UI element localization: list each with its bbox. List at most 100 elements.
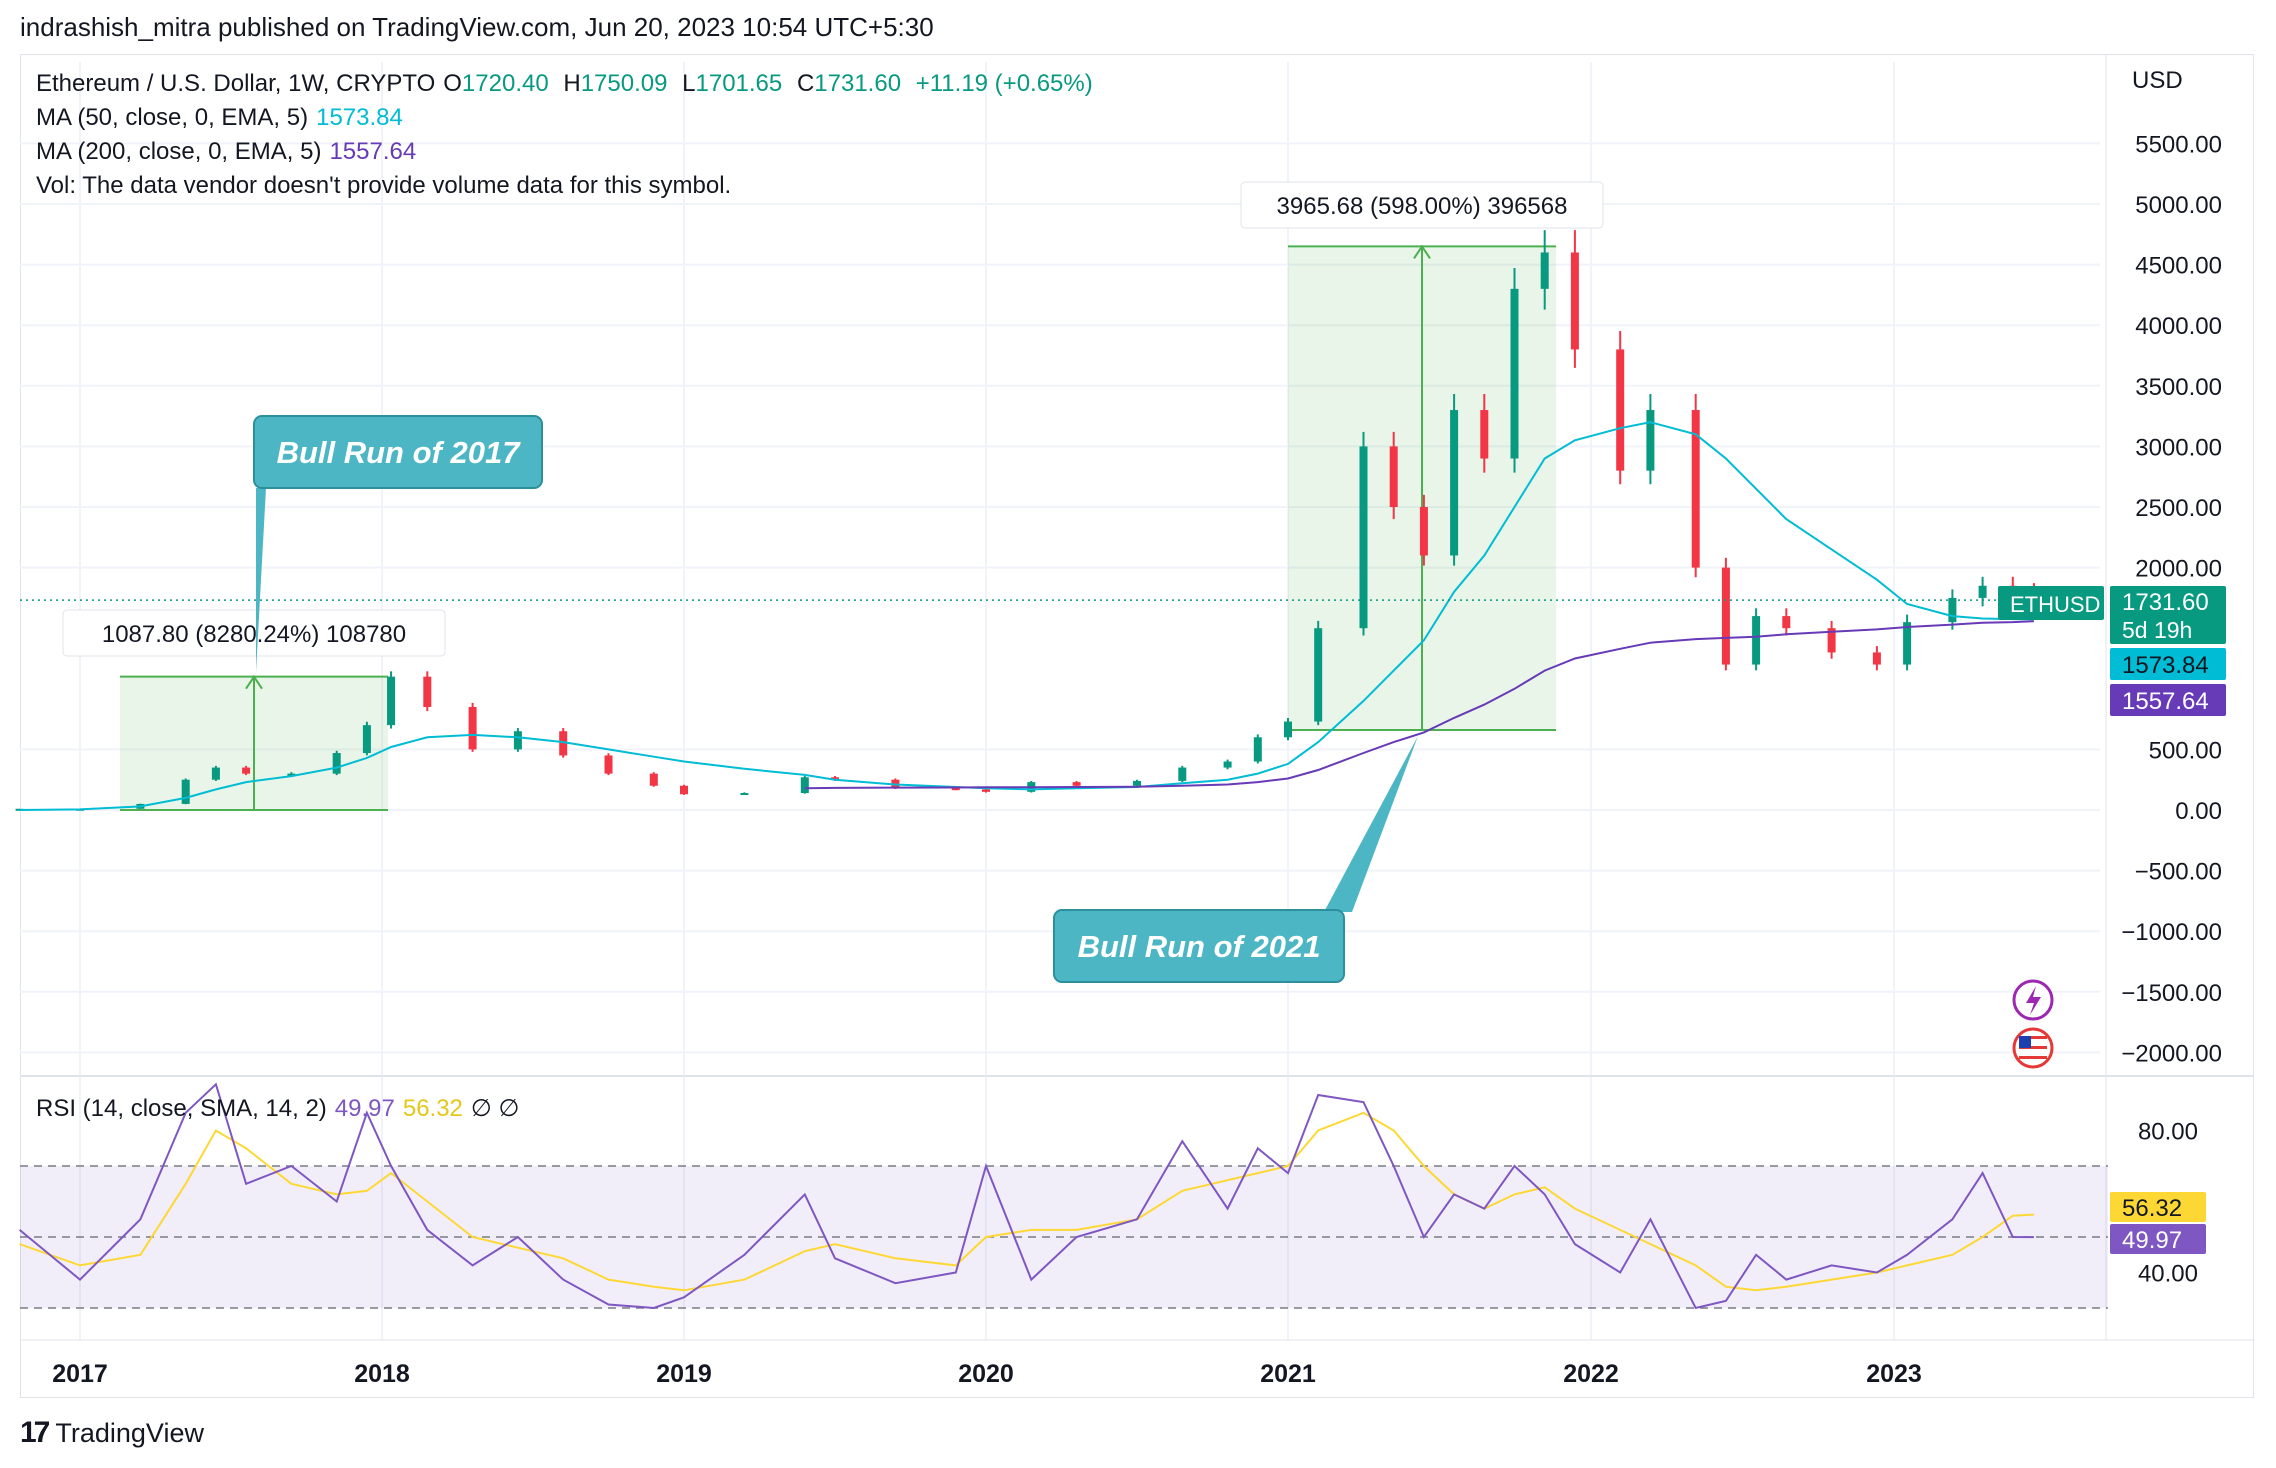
open-label: O: [443, 70, 462, 97]
rsi-axis-label: 40.00: [2138, 1261, 2198, 1288]
price-axis-label: 0.00: [2175, 798, 2222, 825]
candle-body: [1450, 410, 1459, 556]
ma200-badge: 1557.64: [2122, 688, 2209, 715]
volume-text: Vol: The data vendor doesn't provide vol…: [36, 172, 732, 199]
measure-label-2017: 1087.80 (8280.24%) 108780: [102, 621, 406, 648]
symbol-title[interactable]: Ethereum / U.S. Dollar, 1W, CRYPTO: [36, 70, 436, 97]
price-axis-label: 5500.00: [2135, 131, 2222, 158]
time-axis-label: 2017: [52, 1360, 108, 1388]
flag-stripe: [2019, 1041, 2047, 1044]
measure-arrowhead-2017: [245, 674, 263, 690]
rsi-axis-label: 80.00: [2138, 1119, 2198, 1146]
time-axis-label: 2018: [354, 1360, 410, 1388]
candle-body: [831, 777, 839, 780]
price-axis-label: −1500.00: [2121, 980, 2222, 1007]
time-axis-label: 2022: [1563, 1360, 1619, 1388]
flag-stripe: [2019, 1036, 2047, 1039]
countdown-badge: 5d 19h: [2122, 617, 2192, 643]
ma50-value: 1573.84: [316, 104, 403, 131]
open-value: 1720.40: [461, 70, 549, 97]
published-by-line: indrashish_mitra published on TradingVie…: [20, 12, 934, 42]
callout-box-2021: [1053, 909, 1345, 983]
flag-stripe: [2019, 1046, 2047, 1049]
price-axis-label: 2000.00: [2135, 556, 2222, 583]
candle-body: [1782, 616, 1791, 629]
callout-text-2021[interactable]: Bull Run of 2021: [1078, 929, 1321, 964]
footer-brand[interactable]: TradingView: [55, 1417, 204, 1448]
candle-body: [332, 753, 341, 774]
ma200-badge-bg: [2110, 684, 2226, 716]
candle-body: [982, 789, 990, 792]
low-value: 1701.65: [695, 70, 783, 97]
rsi-badge: 49.97: [2122, 1227, 2182, 1254]
price-axis-label: 4000.00: [2135, 313, 2222, 340]
price-axis-label: 2500.00: [2135, 495, 2222, 522]
candle-body: [1284, 721, 1292, 738]
measure-label-2017-bg: [62, 609, 446, 657]
price-axis-label: −2000.00: [2121, 1040, 2222, 1067]
change-value: +11.19 (+0.65%): [915, 70, 1093, 97]
candle-body: [559, 731, 568, 756]
price-axis-label: 5000.00: [2135, 192, 2222, 219]
candle-body: [1253, 737, 1262, 762]
high-value: 1750.09: [580, 70, 668, 97]
ticker-badge: ETHUSD: [2010, 592, 2100, 617]
flag-canton: [2019, 1036, 2031, 1048]
candle-body: [680, 785, 688, 795]
rsi-legend-value: 49.97: [334, 1095, 395, 1122]
ma50-legend[interactable]: MA (50, close, 0, EMA, 5) 1573.84: [36, 104, 411, 132]
close-value: 1731.60: [814, 70, 902, 97]
price-axis-currency[interactable]: USD: [2132, 67, 2183, 94]
candle-body: [1721, 567, 1730, 665]
symbol-legend: Ethereum / U.S. Dollar, 1W, CRYPTO O1720.…: [36, 70, 1101, 98]
rsi-sma-line: [19, 1111, 2034, 1292]
candle-body: [181, 779, 190, 804]
rsi-legend[interactable]: RSI (14, close, SMA, 14, 2) 49.97 56.32 ∅ ∅: [36, 1094, 527, 1123]
volume-legend[interactable]: Vol: The data vendor doesn't provide vol…: [36, 172, 739, 200]
candle-body: [362, 725, 371, 754]
callout-box-2017: [253, 415, 543, 489]
rsi-sma-legend-value: 56.32: [402, 1095, 463, 1122]
candle-body: [1903, 622, 1912, 665]
candle-body: [423, 676, 432, 707]
lightning-glyph-icon: [2026, 986, 2041, 1015]
callout-text-2017[interactable]: Bull Run of 2017: [277, 435, 522, 470]
candle-body: [287, 773, 296, 776]
ma200-legend[interactable]: MA (200, close, 0, EMA, 5) 1557.64: [36, 138, 424, 166]
price-axis-label: −500.00: [2135, 859, 2222, 886]
candle-body: [1223, 761, 1232, 768]
rsi-line: [18, 1082, 2034, 1310]
measure-arrowhead-2021: [1413, 244, 1431, 259]
ma200-label: MA (200, close, 0, EMA, 5): [36, 138, 322, 165]
candle-body: [1178, 767, 1187, 781]
candle-body: [1646, 410, 1655, 471]
flag-stripe: [2019, 1051, 2047, 1054]
low-label: L: [682, 70, 696, 97]
rsi-extra: ∅ ∅: [470, 1095, 520, 1122]
price-axis-label: 500.00: [2149, 737, 2222, 764]
candle-body: [604, 755, 613, 774]
ma200-line: [804, 620, 2034, 790]
candle-body: [513, 731, 522, 750]
candle-body: [1872, 652, 1881, 665]
rsi-sma-badge-bg: [2110, 1192, 2206, 1222]
rsi-label: RSI (14, close, SMA, 14, 2): [36, 1095, 327, 1122]
candle-body: [387, 676, 396, 726]
high-label: H: [563, 70, 581, 97]
chart-frame: [20, 54, 2254, 1398]
flag-stripe: [2019, 1056, 2047, 1059]
candle-body: [800, 777, 809, 794]
candle-body: [1359, 446, 1368, 629]
price-axis-label: 4500.00: [2135, 253, 2222, 280]
candle-body: [1978, 585, 1987, 598]
candle-body: [1752, 616, 1761, 665]
candle-body: [211, 767, 220, 780]
candle-body: [740, 793, 749, 796]
last-price-badge: 1731.60: [2122, 589, 2209, 616]
ma200-value: 1557.64: [329, 138, 417, 165]
measure-label-2021: 3965.68 (598.00%) 396568: [1277, 193, 1568, 220]
ma50-badge: 1573.84: [2122, 652, 2209, 679]
candle-body: [1570, 252, 1579, 350]
price-axis-label: −1000.00: [2121, 919, 2222, 946]
